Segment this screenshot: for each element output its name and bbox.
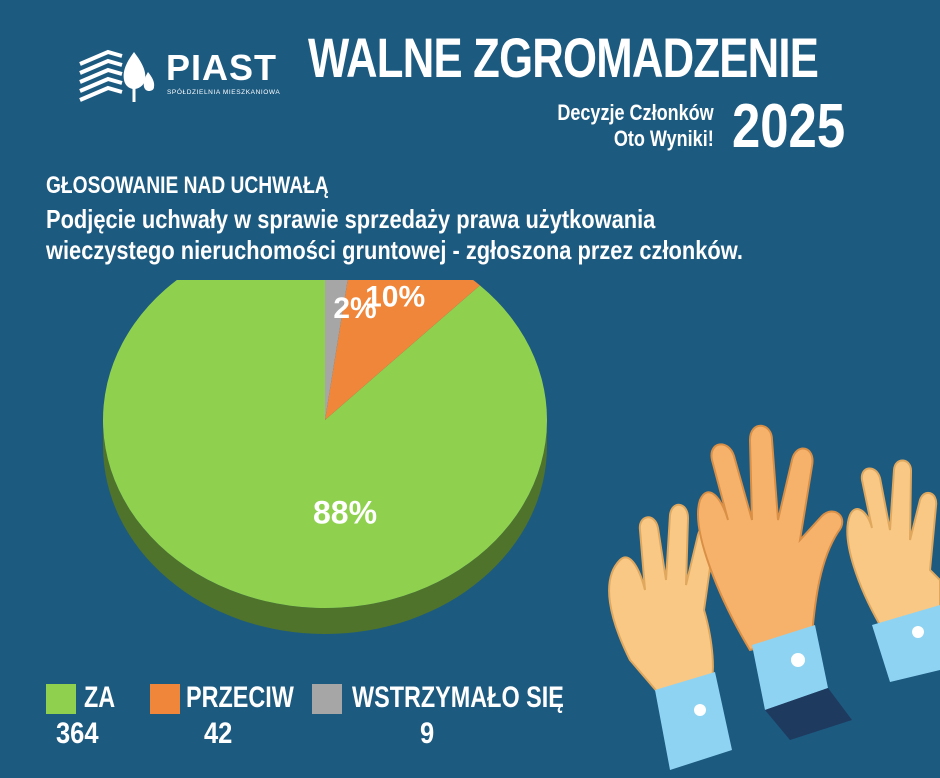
section-label: GŁOSOWANIE NAD UCHWAŁĄ: [46, 172, 329, 199]
pie-slice-wstrzyma-o-si-: [325, 280, 348, 420]
year-label: 2025: [732, 92, 846, 161]
pie-label-1: 10%: [365, 280, 425, 313]
brand-name: PIAST: [166, 47, 278, 88]
page-title: WALNE ZGROMADZENIE: [308, 26, 819, 89]
brand-subtitle: SPÓŁDZIELNIA MIESZKANIOWA: [167, 89, 281, 96]
legend-count-przeciw: 42: [204, 717, 233, 750]
pie-chart: 88% 10%2%: [103, 280, 547, 634]
legend-swatch-za: [46, 684, 76, 714]
question-line-2: wieczystego nieruchomości gruntowej - zg…: [46, 235, 743, 265]
pie-slice-za: [103, 280, 547, 608]
pie-label-0: 88%: [313, 494, 377, 530]
raised-hands-illustration: [608, 424, 940, 770]
question-line-1: Podjęcie uchwały w sprawie sprzedaży pra…: [46, 204, 656, 234]
legend-count-za: 364: [56, 717, 99, 750]
legend-count-wstrzymalo: 9: [420, 717, 435, 750]
legend-swatch-wstrzymalo: [312, 684, 342, 714]
subtitle-line-1: Decyzje Członków: [557, 100, 714, 125]
legend-label-za: ZA: [84, 681, 116, 714]
legend-label-wstrzymalo: WSTRZYMAŁO SIĘ: [352, 681, 564, 714]
subtitle-line-2: Oto Wyniki!: [614, 126, 714, 151]
header-subtitle: Decyzje Członków Oto Wyniki!: [558, 100, 714, 152]
question-text: Podjęcie uchwały w sprawie sprzedaży pra…: [46, 204, 743, 266]
left-hand-icon: [608, 503, 732, 770]
legend-swatch-przeciw: [150, 684, 180, 714]
brand-logo: PIAST SPÓŁDZIELNIA MIESZKANIOWA: [78, 44, 288, 102]
legend-label-przeciw: PRZECIW: [186, 681, 294, 714]
pie-slice-przeciw: [325, 280, 480, 420]
building-tree-icon: [79, 49, 155, 102]
right-hand-icon: [846, 459, 940, 682]
pie-label-2: 2%: [333, 292, 376, 325]
center-hand-icon: [697, 424, 852, 740]
